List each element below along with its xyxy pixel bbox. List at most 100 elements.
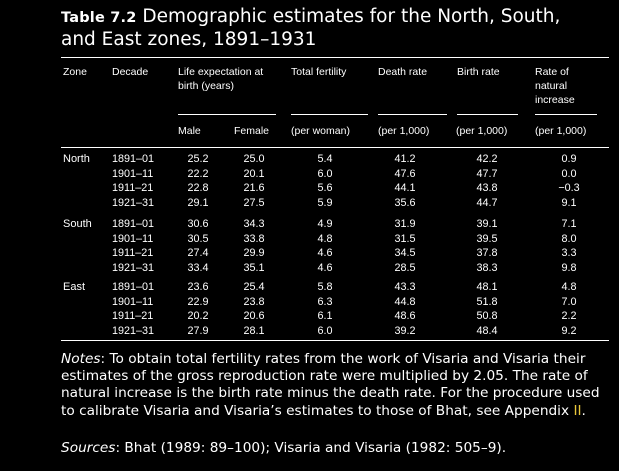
decade-cell: 1901–11 [112, 232, 154, 245]
header-decade: Decade [112, 66, 149, 78]
cell-female: 33.8 [243, 232, 265, 245]
header-increase-line1: Rate of [535, 66, 569, 78]
appendix-link[interactable]: II [573, 402, 582, 419]
cell-male: 29.1 [187, 196, 209, 209]
cell-birth: 37.8 [476, 247, 498, 259]
cell-increase: 9.1 [561, 196, 577, 209]
cell-male: 30.6 [187, 218, 209, 230]
header-increase-line3: increase [535, 94, 575, 106]
subrule-birth [457, 114, 518, 115]
decade-cell: 1911–21 [112, 310, 154, 322]
cell-death: 41.2 [394, 153, 416, 165]
subrule-death [378, 114, 447, 115]
sources-text: : Bhat (1989: 89–100); Visaria and Visar… [115, 440, 507, 456]
header-male: Male [178, 125, 201, 137]
header-birth-rate: Birth rate [457, 66, 500, 78]
cell-birth: 39.5 [476, 232, 498, 245]
cell-female: 29.9 [243, 247, 265, 259]
header-increase-line2: natural [535, 80, 568, 92]
header-death-rate: Death rate [378, 66, 428, 78]
cell-male: 30.5 [187, 232, 209, 245]
cell-male: 33.4 [187, 261, 209, 274]
cell-death: 39.2 [394, 324, 416, 337]
cell-increase: 7.1 [561, 218, 577, 230]
table-title-line1: Demographic estimates for the North, Sou… [142, 6, 561, 27]
cell-increase: 7.0 [561, 295, 577, 308]
table-caption: Table 7.2 Demographic estimates for the … [61, 6, 606, 51]
notes-end: . [581, 402, 586, 419]
unit-death: (per 1,000) [378, 125, 430, 137]
cell-death: 48.6 [394, 310, 416, 322]
cell-birth: 48.1 [476, 281, 498, 293]
subrule-fertility [291, 114, 368, 115]
cell-tfr: 4.6 [317, 261, 333, 274]
cell-birth: 43.8 [476, 182, 498, 194]
cell-birth: 51.8 [476, 295, 498, 308]
cell-male: 23.6 [187, 281, 209, 293]
cell-birth: 42.2 [476, 153, 498, 165]
unit-increase: (per 1,000) [535, 125, 587, 137]
notes-label: Notes [61, 351, 101, 367]
decade-cell: 1891–01 [112, 281, 155, 293]
zone-label: South [63, 218, 92, 230]
decade-cell: 1921–31 [112, 196, 155, 209]
cell-female: 28.1 [243, 324, 265, 337]
header-zone: Zone [63, 66, 87, 78]
cell-male: 22.9 [187, 295, 209, 308]
decade-cell: 1911–21 [112, 247, 154, 259]
cell-birth: 48.4 [476, 324, 498, 337]
cell-death: 35.6 [394, 196, 416, 209]
header-female: Female [234, 125, 270, 137]
cell-increase: 9.2 [561, 324, 577, 337]
notes-text: : To obtain total fertility rates from t… [61, 351, 600, 419]
cell-birth: 47.7 [476, 167, 498, 180]
cell-male: 20.2 [187, 310, 209, 322]
cell-tfr: 6.0 [317, 167, 333, 180]
subrule-increase [535, 114, 597, 115]
cell-death: 44.1 [394, 182, 416, 194]
cell-death: 31.5 [394, 232, 416, 245]
decade-cell: 1901–11 [112, 295, 154, 308]
decade-cell: 1921–31 [112, 261, 155, 274]
cell-female: 25.4 [243, 281, 265, 293]
cell-female: 25.0 [243, 153, 265, 165]
cell-female: 35.1 [243, 261, 265, 274]
cell-death: 47.6 [394, 167, 416, 180]
cell-death: 31.9 [394, 218, 416, 230]
cell-female: 34.3 [243, 218, 265, 230]
cell-increase: 4.8 [561, 281, 577, 293]
table-number: Table 7.2 [61, 10, 137, 26]
decade-cell: 1891–01 [112, 153, 155, 165]
header-life-expectancy-line2: birth (years) [178, 80, 235, 92]
cell-death: 28.5 [394, 261, 416, 274]
cell-increase: 9.8 [561, 261, 577, 274]
cell-birth: 44.7 [476, 196, 498, 209]
unit-fertility: (per woman) [291, 125, 350, 137]
decade-cell: 1891–01 [112, 218, 155, 230]
cell-tfr: 4.9 [317, 218, 333, 230]
cell-tfr: 4.8 [317, 232, 333, 245]
cell-male: 22.2 [187, 167, 209, 180]
zone-label: East [63, 281, 86, 293]
cell-birth: 38.3 [476, 261, 498, 274]
cell-female: 20.6 [243, 310, 265, 322]
decade-cell: 1901–11 [112, 167, 154, 180]
cell-male: 25.2 [187, 153, 209, 165]
cell-tfr: 6.3 [317, 295, 333, 308]
zone-label: North [63, 153, 90, 165]
cell-female: 21.6 [243, 182, 265, 194]
cell-increase: 3.3 [561, 247, 577, 259]
cell-female: 27.5 [243, 196, 265, 209]
cell-male: 27.4 [187, 247, 209, 259]
cell-male: 22.8 [187, 182, 209, 194]
table-title-line2: and East zones, 1891–1931 [61, 29, 317, 50]
cell-tfr: 5.9 [317, 196, 333, 209]
cell-birth: 39.1 [476, 218, 498, 230]
subrule-life-expectancy [178, 114, 276, 115]
table-notes: Notes: To obtain total fertility rates f… [61, 351, 601, 420]
table-header-rule [61, 147, 609, 148]
cell-death: 34.5 [394, 247, 416, 259]
unit-birth: (per 1,000) [456, 125, 508, 137]
decade-cell: 1911–21 [112, 182, 154, 194]
cell-tfr: 5.4 [317, 153, 333, 165]
